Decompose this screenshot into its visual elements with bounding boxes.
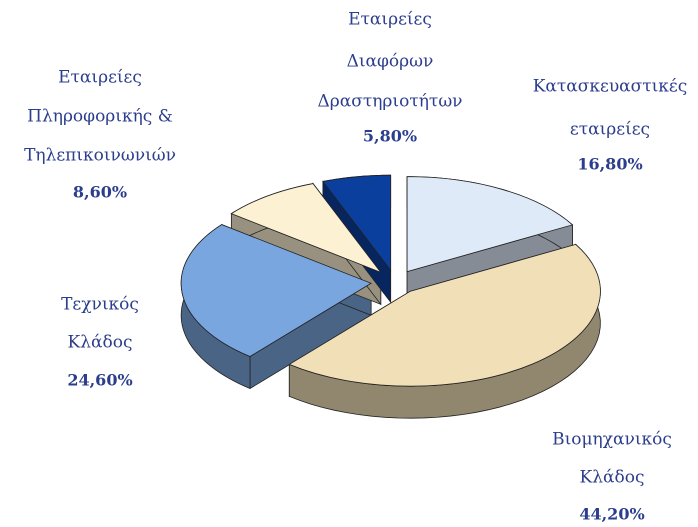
slice-label: Κλάδος xyxy=(68,333,133,353)
slice-label: Διαφόρων xyxy=(347,52,434,72)
slice-label: Τηλεπικοινωνιών xyxy=(24,146,176,166)
slice-label: Εταιρείες xyxy=(348,10,432,30)
slice-label: εταιρείες xyxy=(570,120,650,140)
slice-label: Τεχνικός xyxy=(61,295,139,315)
slice xyxy=(180,224,373,357)
slice xyxy=(406,176,574,273)
value-label: 44,20% xyxy=(579,505,644,524)
value-label: 8,60% xyxy=(73,183,127,202)
value-label: 5,80% xyxy=(363,127,417,146)
slice-label: Εταιρείες xyxy=(58,68,142,88)
slice xyxy=(322,174,392,272)
slice-label: Βιομηχανικός xyxy=(552,430,672,450)
slice-label: Κατασκευαστικές xyxy=(533,77,688,97)
slice-label: Δραστηριοτήτων xyxy=(317,92,462,112)
value-label: 16,80% xyxy=(577,155,642,174)
value-label: 24,60% xyxy=(67,371,132,390)
slice xyxy=(230,183,382,274)
slice-label: Κλάδος xyxy=(580,468,645,488)
slice xyxy=(288,243,601,387)
slice-label: Πληροφορικής & xyxy=(27,107,173,127)
